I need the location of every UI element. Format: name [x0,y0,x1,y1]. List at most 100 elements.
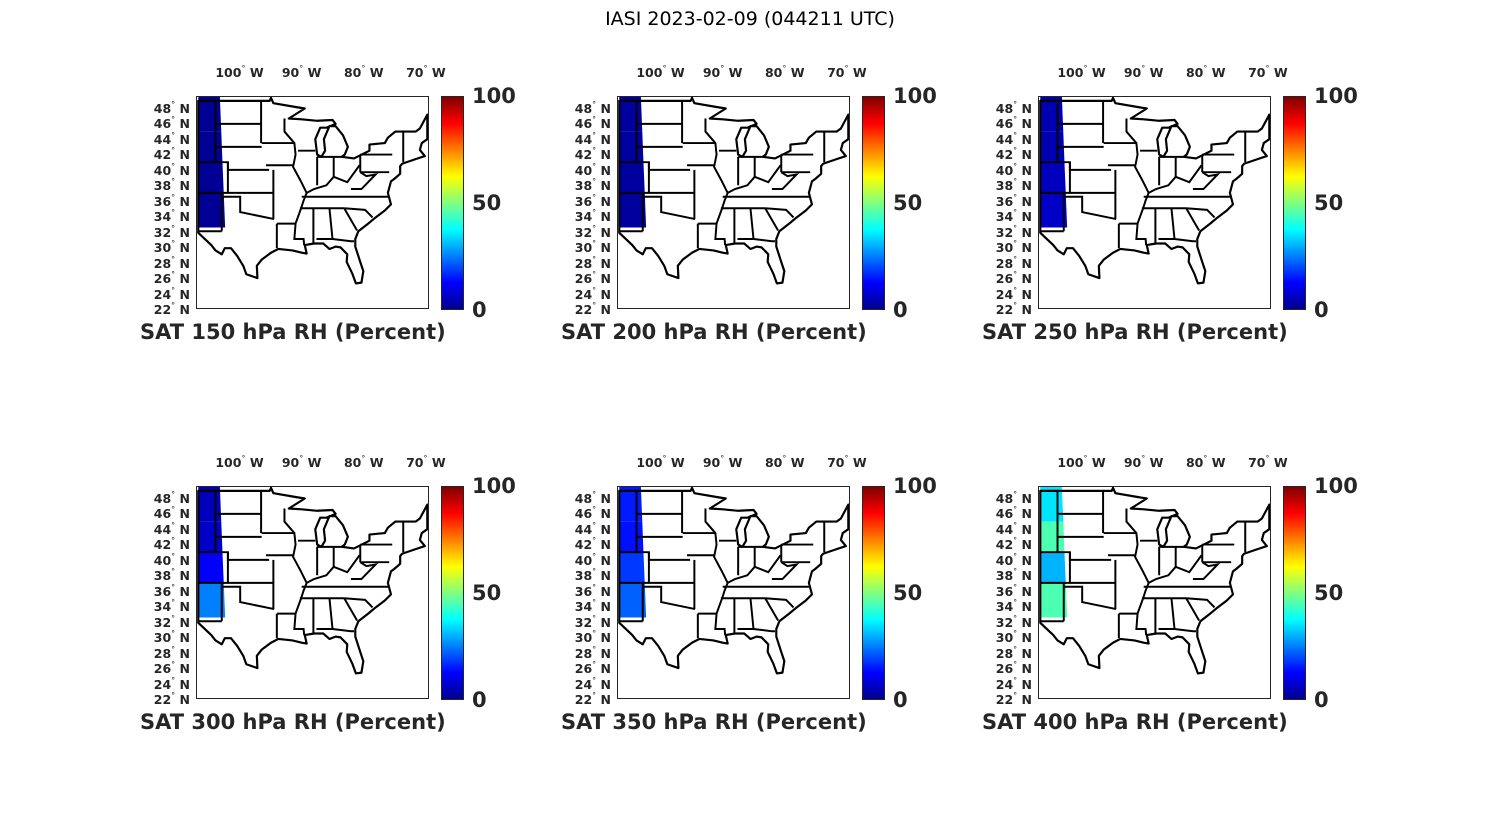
state-border [642,195,696,221]
lon-suffix: W [670,455,685,470]
lat-tick-label: 24° N [995,285,1032,302]
lat-tick-label: 46° N [574,504,611,521]
lat-tick-label: 36° N [995,192,1032,209]
state-border [737,237,776,243]
lat-tick-label: 22° N [995,690,1032,707]
map-panel: 100° W 90° W 80° W 70° W 48° N 46° N 44° N 42° … [140,60,640,360]
lat-value: 48 [153,100,172,116]
lon-suffix: W [249,65,264,80]
lat-suffix: N [179,552,190,568]
lat-value: 40 [995,162,1014,178]
lat-value: 48 [574,100,593,116]
lat-suffix: N [600,660,611,676]
lat-suffix: N [179,691,190,707]
lat-value: 26 [153,270,172,286]
lat-tick-label: 38° N [153,176,190,193]
map-panel: 100° W 90° W 80° W 70° W 48° N 46° N 44° N 42° … [982,450,1482,750]
lat-suffix: N [600,614,611,630]
colorbar-tick: 100 [893,474,937,498]
lon-tick-label: 80° W [343,454,384,470]
lon-tick-label: 70° W [406,454,446,470]
colorbar-tick: 100 [893,84,937,108]
lat-tick-label: 32° N [153,613,190,630]
lat-tick-label: 26° N [574,659,611,676]
lon-suffix: W [1211,455,1226,470]
lat-tick-label: 40° N [574,161,611,178]
us-outline [618,487,849,675]
lat-value: 24 [995,286,1014,302]
lat-suffix: N [1021,583,1032,599]
lat-tick-label: 44° N [153,520,190,537]
colorbar-tick: 0 [893,298,908,322]
state-border [749,598,755,630]
lat-value: 46 [995,115,1014,131]
lat-value: 26 [995,270,1014,286]
lat-tick-label: 32° N [574,223,611,240]
lat-value: 40 [574,552,593,568]
state-border [350,561,379,581]
lat-suffix: N [600,567,611,583]
lat-value: 28 [153,645,172,661]
colorbar [862,96,885,310]
lon-suffix: W [307,65,322,80]
lat-value: 22 [574,301,593,317]
lat-value: 30 [153,629,172,645]
lat-suffix: N [600,208,611,224]
lon-suffix: W [1091,65,1106,80]
lon-suffix: W [431,455,446,470]
lat-tick-label: 42° N [574,145,611,162]
lon-suffix: W [431,65,446,80]
lat-tick-label: 32° N [153,223,190,240]
lat-value: 26 [574,270,593,286]
lat-suffix: N [1021,100,1032,116]
lat-tick-label: 40° N [995,551,1032,568]
lat-tick-label: 42° N [995,145,1032,162]
lon-value: 100 [1057,455,1084,470]
lat-suffix: N [179,490,190,506]
lat-suffix: N [1021,146,1032,162]
colorbar-tick: 50 [893,581,923,605]
lat-tick-label: 38° N [995,176,1032,193]
lon-value: 100 [215,65,242,80]
lon-suffix: W [790,65,805,80]
lat-tick-label: 32° N [995,613,1032,630]
lat-value: 42 [995,536,1014,552]
lat-value: 42 [995,146,1014,162]
lat-suffix: N [1021,162,1032,178]
lat-tick-label: 38° N [574,566,611,583]
swath-segment [619,552,645,583]
lat-suffix: N [1021,552,1032,568]
lat-tick-label: 26° N [153,659,190,676]
lon-tick-label: 80° W [1185,64,1226,80]
lat-value: 32 [995,614,1014,630]
lat-suffix: N [600,224,611,240]
lat-suffix: N [600,193,611,209]
lat-suffix: N [179,255,190,271]
lon-suffix: W [1149,455,1164,470]
lat-value: 40 [995,552,1014,568]
lat-value: 24 [574,286,593,302]
lat-value: 38 [574,567,593,583]
lat-value: 30 [995,239,1014,255]
lon-value: 90 [281,65,300,80]
lat-tick-label: 44° N [574,520,611,537]
lat-tick-label: 46° N [153,114,190,131]
lat-suffix: N [179,505,190,521]
panel-title: SAT 200 hPa RH (Percent) [561,320,867,344]
lat-value: 22 [153,691,172,707]
lat-tick-label: 22° N [995,300,1032,317]
lon-value: 100 [1057,65,1084,80]
lat-suffix: N [1021,629,1032,645]
lat-value: 42 [153,146,172,162]
lon-suffix: W [249,455,264,470]
lat-value: 46 [153,505,172,521]
lat-value: 44 [574,131,593,147]
lat-tick-label: 36° N [995,582,1032,599]
lat-value: 34 [574,598,593,614]
lat-value: 34 [574,208,593,224]
lon-suffix: W [1211,65,1226,80]
lat-value: 42 [574,146,593,162]
map-axes [1038,486,1271,699]
colorbar [441,96,464,310]
lat-tick-label: 44° N [995,520,1032,537]
